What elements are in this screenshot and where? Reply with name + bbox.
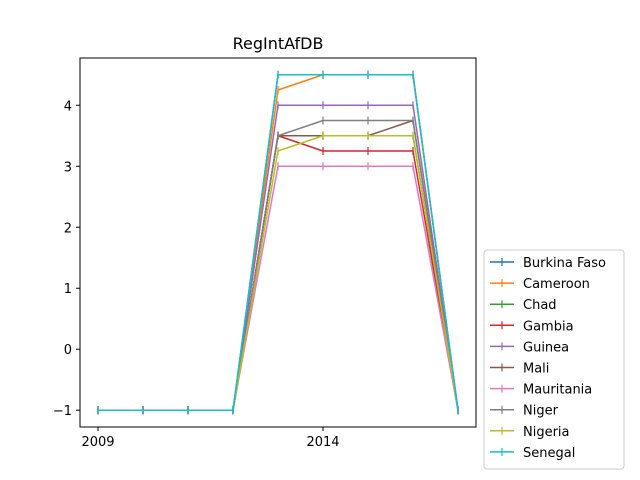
series-line-1 xyxy=(98,74,459,411)
legend-label: Niger xyxy=(523,404,559,419)
y-tick-label: 1 xyxy=(64,282,72,297)
y-tick-label: 3 xyxy=(64,160,72,175)
plot-area xyxy=(97,70,459,415)
legend-label: Mali xyxy=(523,362,549,377)
legend-label: Mauritania xyxy=(523,383,592,398)
series-line-2 xyxy=(98,74,459,411)
series-line-7 xyxy=(98,165,459,411)
series-line-3 xyxy=(98,135,459,411)
legend-label: Gambia xyxy=(523,319,574,334)
y-tick-label: 0 xyxy=(64,343,72,358)
series-line-9 xyxy=(98,135,459,411)
series-line-4 xyxy=(98,135,459,411)
legend-label: Burkina Faso xyxy=(523,256,606,271)
legend-label: Nigeria xyxy=(523,425,570,440)
plot-frame xyxy=(79,57,477,428)
y-tick-label: 4 xyxy=(64,99,72,114)
legend-box xyxy=(483,249,625,470)
y-tick-label: −1 xyxy=(53,404,72,419)
legend: Burkina Faso Cameroon Chad Gambia Guinea Mali… xyxy=(483,249,625,470)
legend-label: Chad xyxy=(523,298,557,313)
chart-title: RegIntAfDB xyxy=(233,34,324,53)
axes: 2009 2014 −1 0 1 2 3 4 xyxy=(53,57,477,450)
x-tick-label: 2014 xyxy=(306,435,339,450)
legend-label: Cameroon xyxy=(523,277,590,292)
x-tick-label: 2009 xyxy=(81,435,114,450)
legend-label: Senegal xyxy=(523,446,575,461)
y-tick-label: 2 xyxy=(64,221,72,236)
legend-label: Guinea xyxy=(523,340,569,355)
series-line-10 xyxy=(98,74,459,411)
